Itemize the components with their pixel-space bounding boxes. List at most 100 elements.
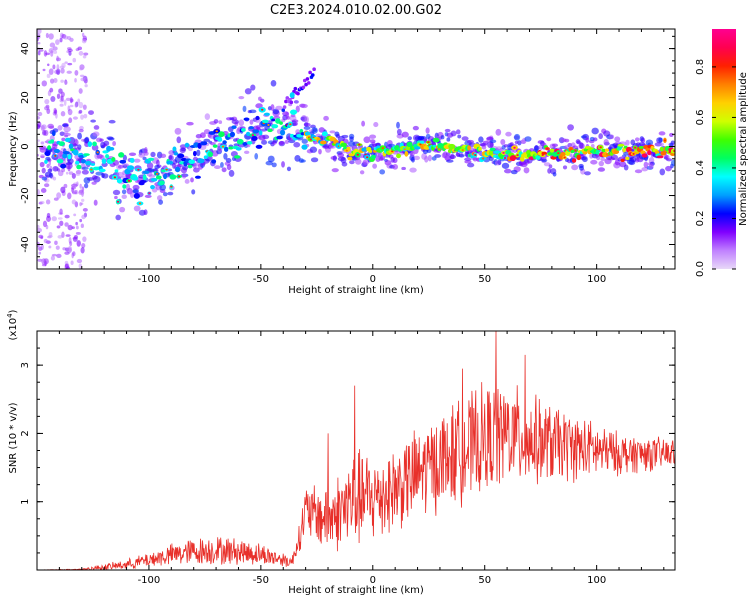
spectrogram-noise-spot (71, 187, 75, 193)
spectrogram-noise-spot (80, 77, 86, 82)
spectrogram-halo-spot (322, 145, 330, 149)
spectrogram-spur-spot (289, 100, 294, 105)
spectrogram-noise-spot (47, 63, 50, 67)
spectrogram-noise-spot (79, 67, 84, 71)
spectrogram-noise-spot (70, 260, 74, 266)
spectrogram-halo-spot (424, 155, 429, 163)
spectrogram-peak-spot (261, 108, 264, 111)
spectrogram-halo-spot (361, 120, 366, 127)
spectrogram-peak-spot (221, 145, 225, 148)
spectrogram-noise-spot (56, 55, 59, 62)
spectrogram-halo-spot (291, 119, 299, 123)
spectrogram-noise-spot (69, 97, 73, 104)
x-tick-label: -100 (138, 575, 161, 586)
spectrogram-halo-spot (142, 156, 147, 161)
spectrogram-halo-spot (258, 96, 262, 101)
spectrogram-ridge-spot (187, 164, 193, 169)
spectrogram-halo-spot (150, 151, 156, 158)
y-tick-label: 1 (20, 499, 31, 505)
spectrogram-ridge-spot (217, 138, 223, 142)
spectrogram-halo-spot (156, 159, 160, 166)
spectrogram-halo-spot (81, 166, 89, 170)
spectrogram-ridge-spot (301, 144, 308, 150)
spectrogram-halo-spot (243, 150, 250, 155)
spectrogram-ridge-spot (111, 156, 116, 162)
spectrogram-halo-spot (372, 163, 378, 169)
spectrogram-ridge-spot (488, 150, 494, 156)
spectrogram-ridge-spot (87, 141, 93, 147)
spectrogram-peak-spot (267, 124, 270, 127)
spectrogram-peak-spot (116, 200, 120, 203)
spectrogram-ridge-spot (233, 155, 241, 159)
spectrogram-noise-spot (40, 155, 45, 159)
spectrogram-halo-spot (427, 154, 432, 162)
colorbar-tick-label: 0.0 (695, 261, 706, 277)
spectrogram-halo-spot (431, 156, 437, 161)
spectrogram-halo-spot (103, 140, 110, 146)
spectrogram-halo-spot (396, 121, 400, 129)
spectrogram-spur-spot (305, 77, 310, 81)
spectrogram-peak-spot (358, 143, 361, 146)
spectrogram-halo-spot (329, 130, 336, 134)
spectrogram-halo-spot (225, 158, 232, 163)
spectrogram-ridge-spot (289, 109, 298, 115)
spectrogram-ridge-spot (173, 152, 179, 156)
spectrogram-halo-spot (179, 147, 186, 154)
spectrogram-ridge-spot (197, 142, 202, 149)
spectrogram-halo-spot (401, 131, 409, 138)
spectrogram-noise-spot (48, 47, 54, 54)
spectrogram-ridge-spot (347, 156, 353, 161)
spectrogram-halo-spot (595, 154, 601, 161)
spectrogram-ridge-spot (50, 139, 55, 144)
spectrogram-halo-spot (133, 205, 141, 212)
spectrogram-noise-spot (54, 240, 58, 246)
spectrogram-noise-spot (84, 84, 88, 88)
spectrogram-ridge-spot (172, 146, 177, 152)
spectrogram-halo-spot (250, 84, 256, 91)
spectrogram-halo-spot (255, 103, 263, 109)
spectrogram-halo-spot (242, 105, 247, 112)
spectrogram-halo-spot (590, 143, 595, 148)
spectrogram-noise-spot (40, 141, 45, 145)
spectrogram-noise-spot (39, 200, 45, 205)
spectrogram-halo-spot (275, 105, 283, 111)
spectrogram-halo-spot (133, 158, 141, 163)
spectrogram-noise-spot (48, 245, 52, 249)
spectrogram-halo-spot (196, 149, 201, 157)
spectrogram-halo-spot (121, 189, 127, 195)
spectrogram-spur-spot (302, 78, 307, 83)
spectrogram-halo-spot (592, 137, 598, 142)
spectrogram-ridge-spot (150, 185, 155, 190)
spectrogram-halo-spot (121, 163, 129, 167)
spectrogram-peak-spot (438, 148, 441, 151)
spectrogram-peak-spot (403, 148, 407, 151)
spectrogram-halo-spot (665, 165, 672, 172)
spectrogram-noise-spot (48, 231, 53, 237)
spectrogram-noise-spot (75, 172, 81, 176)
spectrogram-ridge-spot (85, 160, 92, 166)
spectrogram-halo-spot (84, 183, 89, 189)
spectrogram-noise-spot (57, 235, 63, 239)
spectrogram-halo-spot (648, 163, 654, 170)
spectrogram-halo-spot (293, 100, 299, 104)
spectrogram-halo-spot (514, 140, 519, 144)
spectrogram-ridge-spot (109, 147, 115, 151)
colorbar-tick-label: 0.2 (695, 211, 706, 227)
spectrogram-ridge-spot (80, 159, 87, 164)
spectrogram-noise-spot (42, 220, 48, 228)
spectrogram-halo-spot (543, 162, 551, 167)
spectrogram-ridge-spot (60, 163, 67, 169)
y-tick-label: 2 (20, 430, 31, 436)
spectrogram-halo-spot (295, 105, 300, 113)
spectrogram-halo-spot (270, 79, 277, 87)
spectrogram-halo-spot (446, 159, 454, 163)
spectrogram-halo-spot (412, 125, 419, 131)
spectrogram-halo-spot (579, 142, 584, 149)
spectrogram-halo-spot (122, 154, 127, 162)
spectrogram-halo-spot (132, 184, 140, 190)
spectrogram-halo-spot (116, 171, 124, 178)
spectrogram-ridge-spot (201, 141, 208, 146)
spectrogram-halo-spot (609, 134, 615, 140)
spectrogram-halo-spot (472, 156, 478, 162)
spectrogram-halo-spot (464, 157, 472, 162)
